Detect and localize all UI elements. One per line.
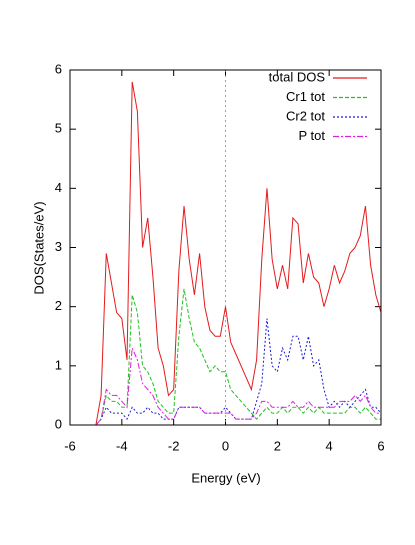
legend-label: P tot — [298, 128, 325, 143]
series-line — [70, 81, 382, 426]
x-tick-label: -4 — [116, 438, 128, 453]
legend-label: Cr1 tot — [286, 89, 325, 104]
x-tick-label: 2 — [274, 438, 281, 453]
y-tick-label: 0 — [55, 416, 62, 431]
y-axis-label: DOS(States/eV) — [31, 201, 46, 294]
y-tick-label: 5 — [55, 121, 62, 136]
y-tick-label: 4 — [55, 180, 62, 195]
series-line — [70, 288, 381, 426]
x-tick-label: 0 — [222, 438, 229, 453]
y-tick-label: 6 — [55, 61, 62, 76]
y-tick-label: 2 — [55, 298, 62, 313]
x-tick-label: -2 — [168, 438, 180, 453]
series-line — [70, 318, 382, 426]
x-tick-label: 4 — [326, 438, 333, 453]
plot-frame — [69, 69, 382, 426]
x-tick-label: -6 — [64, 438, 76, 453]
y-tick-label: 1 — [55, 357, 62, 372]
series-line — [70, 347, 381, 426]
x-tick-label: 6 — [377, 438, 384, 453]
y-tick-label: 3 — [55, 239, 62, 254]
legend-label: Cr2 tot — [286, 108, 325, 123]
x-axis-label: Energy (eV) — [191, 470, 260, 485]
legend-label: total DOS — [269, 69, 326, 84]
